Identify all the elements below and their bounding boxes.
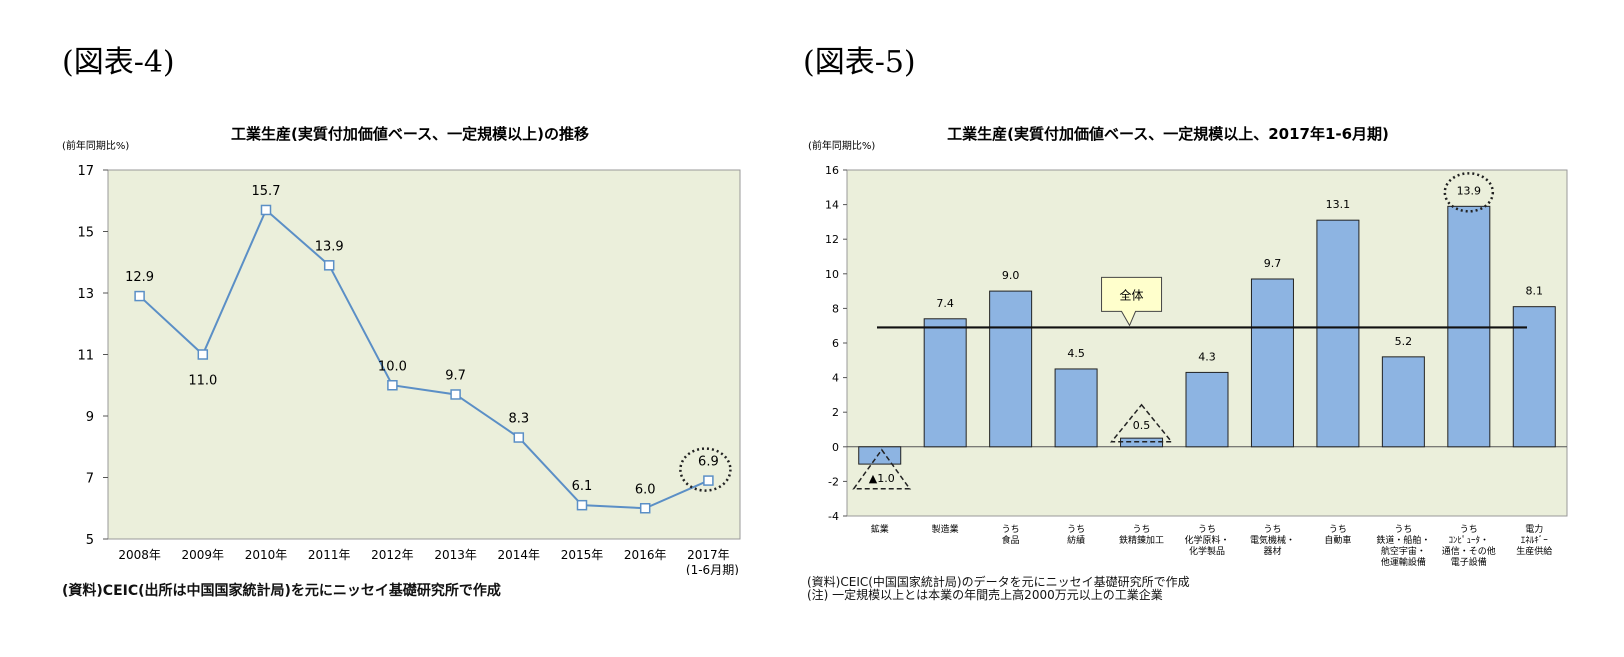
chart1-data-point: [197, 349, 209, 360]
chart2-x-tick-label: うち食品: [1002, 524, 1020, 546]
chart1-y-tick-label: 15: [77, 226, 94, 241]
chart2-plot-area: [846, 169, 1568, 517]
figure4-label: (図表-4): [62, 45, 175, 80]
chart2-bar: [1185, 371, 1229, 448]
chart1-data-point: [576, 499, 588, 511]
chart2-x-tick-label: うち電気機械・器材: [1250, 524, 1295, 557]
chart1-data-label: 8.3: [508, 412, 529, 427]
chart2-data-label: 9.0: [1002, 269, 1020, 282]
chart2-ylabel: (前年同期比%): [808, 139, 875, 152]
figure5-note: (注) 一定規模以上とは本業の年間売上高2000万元以上の工業企業: [807, 588, 1163, 602]
chart1-data-label: 12.9: [125, 270, 154, 285]
chart1-data-label: 10.0: [378, 359, 407, 374]
chart2-data-label: 0.5: [1133, 419, 1151, 432]
chart2-x-tick-label: 鉱業: [871, 523, 889, 535]
chart2-data-label: 4.5: [1067, 347, 1085, 360]
chart1-data-point: [450, 389, 461, 400]
chart1-data-point: [703, 475, 714, 486]
chart1-x-tick-label: 2009年: [182, 548, 225, 562]
chart2-y-tick-label: -2: [828, 475, 839, 488]
chart2-x-tick-label: うち化学原料・化学製品: [1184, 524, 1229, 557]
chart1-x-tick-label: 2016年: [624, 548, 667, 562]
chart2-bar: [1512, 306, 1556, 448]
chart1-data-label: 6.1: [572, 479, 593, 494]
chart1-data-point: [387, 380, 398, 391]
chart2-data-label: 5.2: [1395, 335, 1413, 348]
chart2-y-tick-label: 14: [825, 199, 839, 212]
chart1-plot-area: [107, 169, 741, 540]
figure5-source: (資料)CEIC(中国国家統計局)のデータを元にニッセイ基礎研究所で作成: [807, 575, 1190, 589]
chart2-x-tick-label: 製造業: [932, 523, 959, 535]
chart1-x-tick-label: 2012年: [371, 548, 414, 562]
chart2-x-tick-label: 電力ｴﾈﾙｷﾞｰ生産供給: [1516, 523, 1552, 557]
chart1-data-point: [513, 432, 525, 443]
chart1-y-tick-label: 13: [77, 287, 94, 302]
chart2-data-label: 8.1: [1526, 285, 1544, 298]
chart2-data-label: 7.4: [936, 297, 954, 310]
chart1-x-tick-label: 2008年: [118, 548, 161, 562]
chart1-y-tick-label: 7: [86, 472, 94, 487]
bar-chart: 工業生産(実質付加価値ベース、一定規模以上、2017年1-6月期) (前年同期比…: [808, 125, 1568, 568]
chart2-data-label: 9.7: [1264, 257, 1282, 270]
chart2-y-tick-label: 0: [832, 441, 839, 454]
chart1-title: 工業生産(実質付加価値ベース、一定規模以上)の推移: [231, 125, 589, 143]
chart2-callout-box: [1101, 276, 1163, 327]
line-chart: 工業生産(実質付加価値ベース、一定規模以上)の推移 (前年同期比%) 5 7 9 11…: [62, 125, 741, 575]
chart2-y-tick-label: -4: [828, 510, 839, 523]
chart1-data-point: [260, 204, 272, 216]
chart2-data-label: 13.1: [1326, 198, 1351, 211]
chart2-callout-label: 全体: [1120, 287, 1144, 302]
chart1-data-point: [639, 503, 651, 514]
chart2-x-tick-label: うち紡績: [1067, 524, 1085, 546]
chart2-data-label: ▲1.0: [869, 472, 895, 485]
chart2-y-tick-label: 8: [832, 302, 839, 315]
chart2-y-tick-label: 10: [825, 268, 839, 281]
chart1-x-tick-label: 2017年(1-6月期): [686, 548, 739, 575]
chart2-x-tick-label: うち鉄道・船舶・航空宇宙・他運輸設備: [1376, 524, 1430, 568]
chart1-y-tick-label: 9: [86, 410, 94, 425]
chart2-data-label: 13.9: [1457, 184, 1482, 197]
chart1-x-tick-label: 2010年: [245, 548, 288, 562]
chart1-data-label: 15.7: [252, 184, 281, 199]
chart2-data-label: 4.3: [1198, 350, 1216, 363]
chart1-data-label: 11.0: [188, 374, 217, 389]
figure4-source: (資料)CEIC(出所は中国国家統計局)を元にニッセイ基礎研究所で作成: [62, 583, 501, 599]
chart1-x-tick-label: 2011年: [308, 548, 351, 562]
chart2-y-tick-label: 2: [832, 406, 839, 419]
chart2-bar: [1316, 219, 1360, 448]
chart1-data-point: [134, 290, 145, 302]
chart2-triangle-marker: [1109, 403, 1174, 443]
chart2-highlight-circle: [1443, 172, 1495, 213]
chart2-x-tick-label: うちｺﾝﾋﾟｭｰﾀ・通信・その他電子設備: [1442, 524, 1496, 568]
chart1-data-label: 13.9: [315, 239, 344, 254]
chart1-y-tick-label: 5: [86, 533, 94, 548]
chart1-y-tick-label: 11: [77, 349, 94, 364]
chart1-x-tick-label: 2014年: [498, 548, 541, 562]
chart2-bar: [1381, 356, 1425, 448]
chart2-x-tick-label: うち鉄精錬加工: [1119, 524, 1164, 546]
chart1-ylabel: (前年同期比%): [62, 139, 129, 152]
chart2-y-tick-label: 6: [832, 337, 839, 350]
chart2-y-tick-label: 4: [832, 372, 839, 385]
chart2-y-tick-label: 16: [825, 164, 839, 177]
chart1-x-tick-label: 2013年: [434, 548, 477, 562]
chart2-title: 工業生産(実質付加価値ベース、一定規模以上、2017年1-6月期): [947, 125, 1389, 143]
chart2-y-tick-label: 12: [825, 233, 839, 246]
chart2-triangle-marker: [852, 448, 912, 490]
chart1-data-label: 6.9: [698, 455, 719, 470]
chart2-bar: [858, 446, 902, 465]
chart2-bar: [923, 318, 967, 448]
figure5-label: (図表-5): [803, 45, 916, 80]
chart2-bar: [989, 290, 1033, 448]
chart2-bar: [1054, 368, 1098, 448]
chart1-y-tick-label: 17: [77, 164, 94, 179]
chart1-series-line: [138, 208, 709, 510]
chart1-x-tick-label: 2015年: [561, 548, 604, 562]
chart2-x-tick-label: うち自動車: [1324, 524, 1351, 546]
chart1-highlight-circle: [679, 447, 732, 492]
chart1-data-point: [323, 260, 335, 271]
chart1-data-label: 9.7: [445, 368, 466, 383]
chart1-data-label: 6.0: [635, 482, 656, 497]
chart2-bar: [1250, 278, 1294, 448]
